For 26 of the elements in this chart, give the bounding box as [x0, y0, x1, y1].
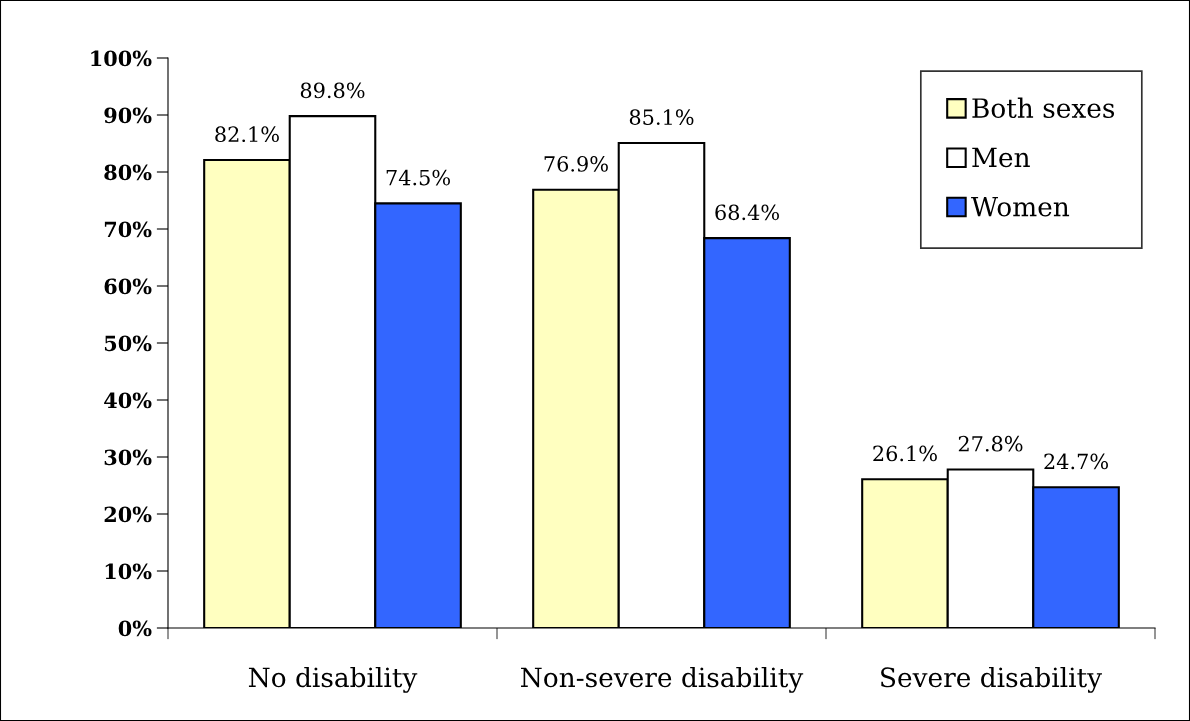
data-label: 76.9%: [544, 155, 608, 172]
data-label: 85.1%: [629, 109, 694, 125]
y-tick-label: 50%: [104, 335, 152, 352]
data-label: 68.4%: [715, 204, 779, 221]
y-tick-label: 80%: [104, 164, 152, 181]
x-tick-label: Non-severe disability: [521, 666, 804, 693]
y-tick-label: 10%: [105, 563, 152, 580]
y-tick-label: 40%: [104, 392, 152, 409]
data-label: 74.5%: [386, 169, 450, 186]
data-label: 24.7%: [1044, 453, 1108, 470]
y-tick-label: 0%: [118, 620, 152, 637]
x-tick-label: Severe disability: [881, 666, 1102, 693]
data-label: 89.8%: [300, 82, 365, 99]
y-tick-label: 90%: [104, 107, 152, 124]
x-tick-label: No disability: [248, 666, 418, 693]
y-tick-label: 30%: [104, 449, 152, 466]
data-label: 27.8%: [958, 435, 1023, 452]
y-tick-label: 60%: [104, 278, 152, 295]
legend-label: Both sexes: [972, 97, 1115, 119]
y-tick-label: 20%: [104, 506, 152, 523]
y-tick-label: 70%: [104, 221, 152, 238]
data-label: 26.1%: [873, 445, 937, 462]
y-tick-label: 100%: [91, 50, 152, 67]
legend-label: Men: [972, 147, 1030, 168]
data-label: 82.1%: [215, 126, 279, 143]
legend-label: Women: [971, 196, 1070, 217]
